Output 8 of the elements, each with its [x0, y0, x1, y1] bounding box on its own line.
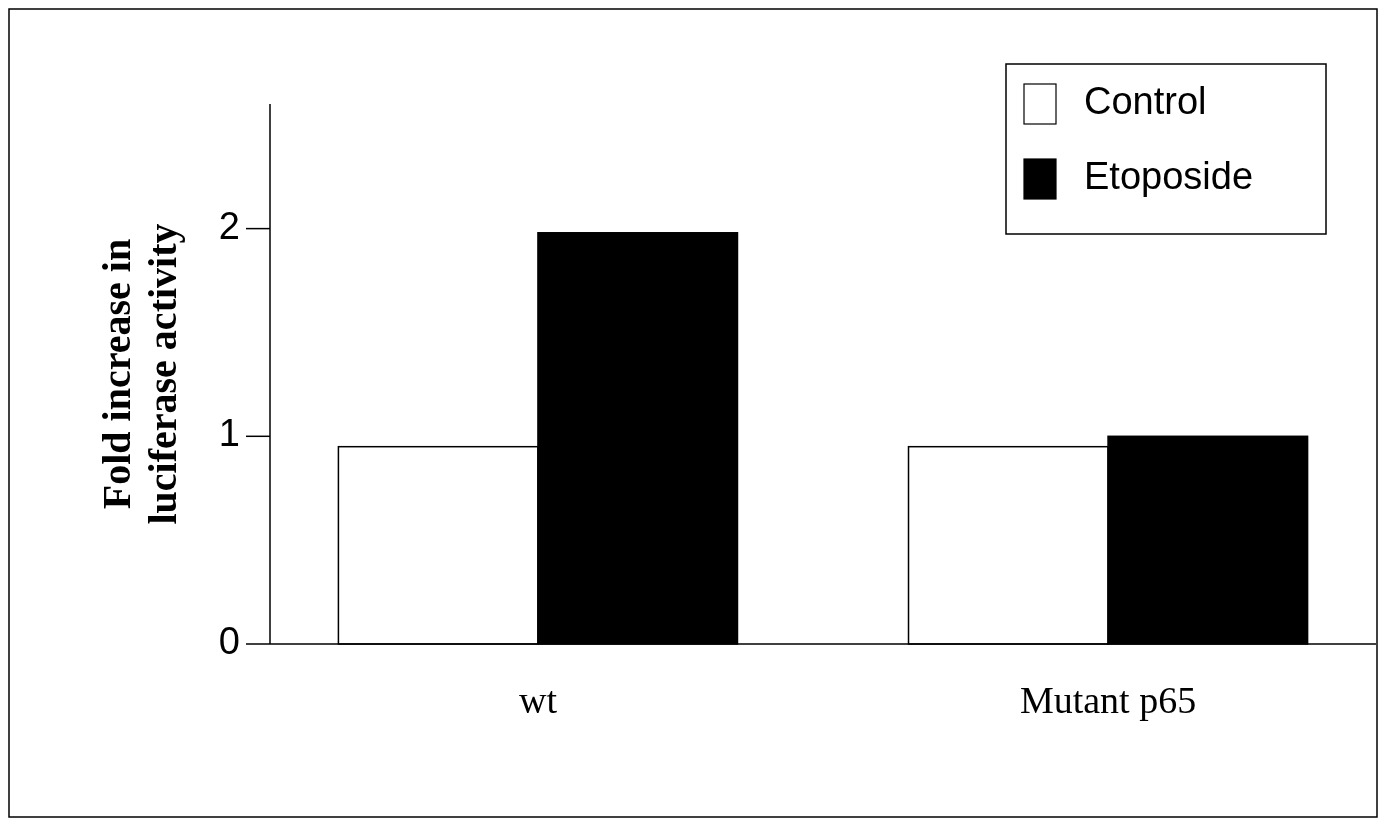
legend-label: Etoposide [1084, 155, 1254, 198]
legend-label: Control [1084, 80, 1207, 123]
y-axis-title: Fold increase in luciferase activity [94, 223, 185, 525]
y-tick-label: 1 [218, 412, 240, 455]
x-tick-label: Mutant p65 [1019, 678, 1197, 721]
y-tick-label: 0 [218, 620, 240, 663]
x-tick-label: wt [518, 678, 558, 721]
y-tick-label: 2 [218, 204, 240, 247]
